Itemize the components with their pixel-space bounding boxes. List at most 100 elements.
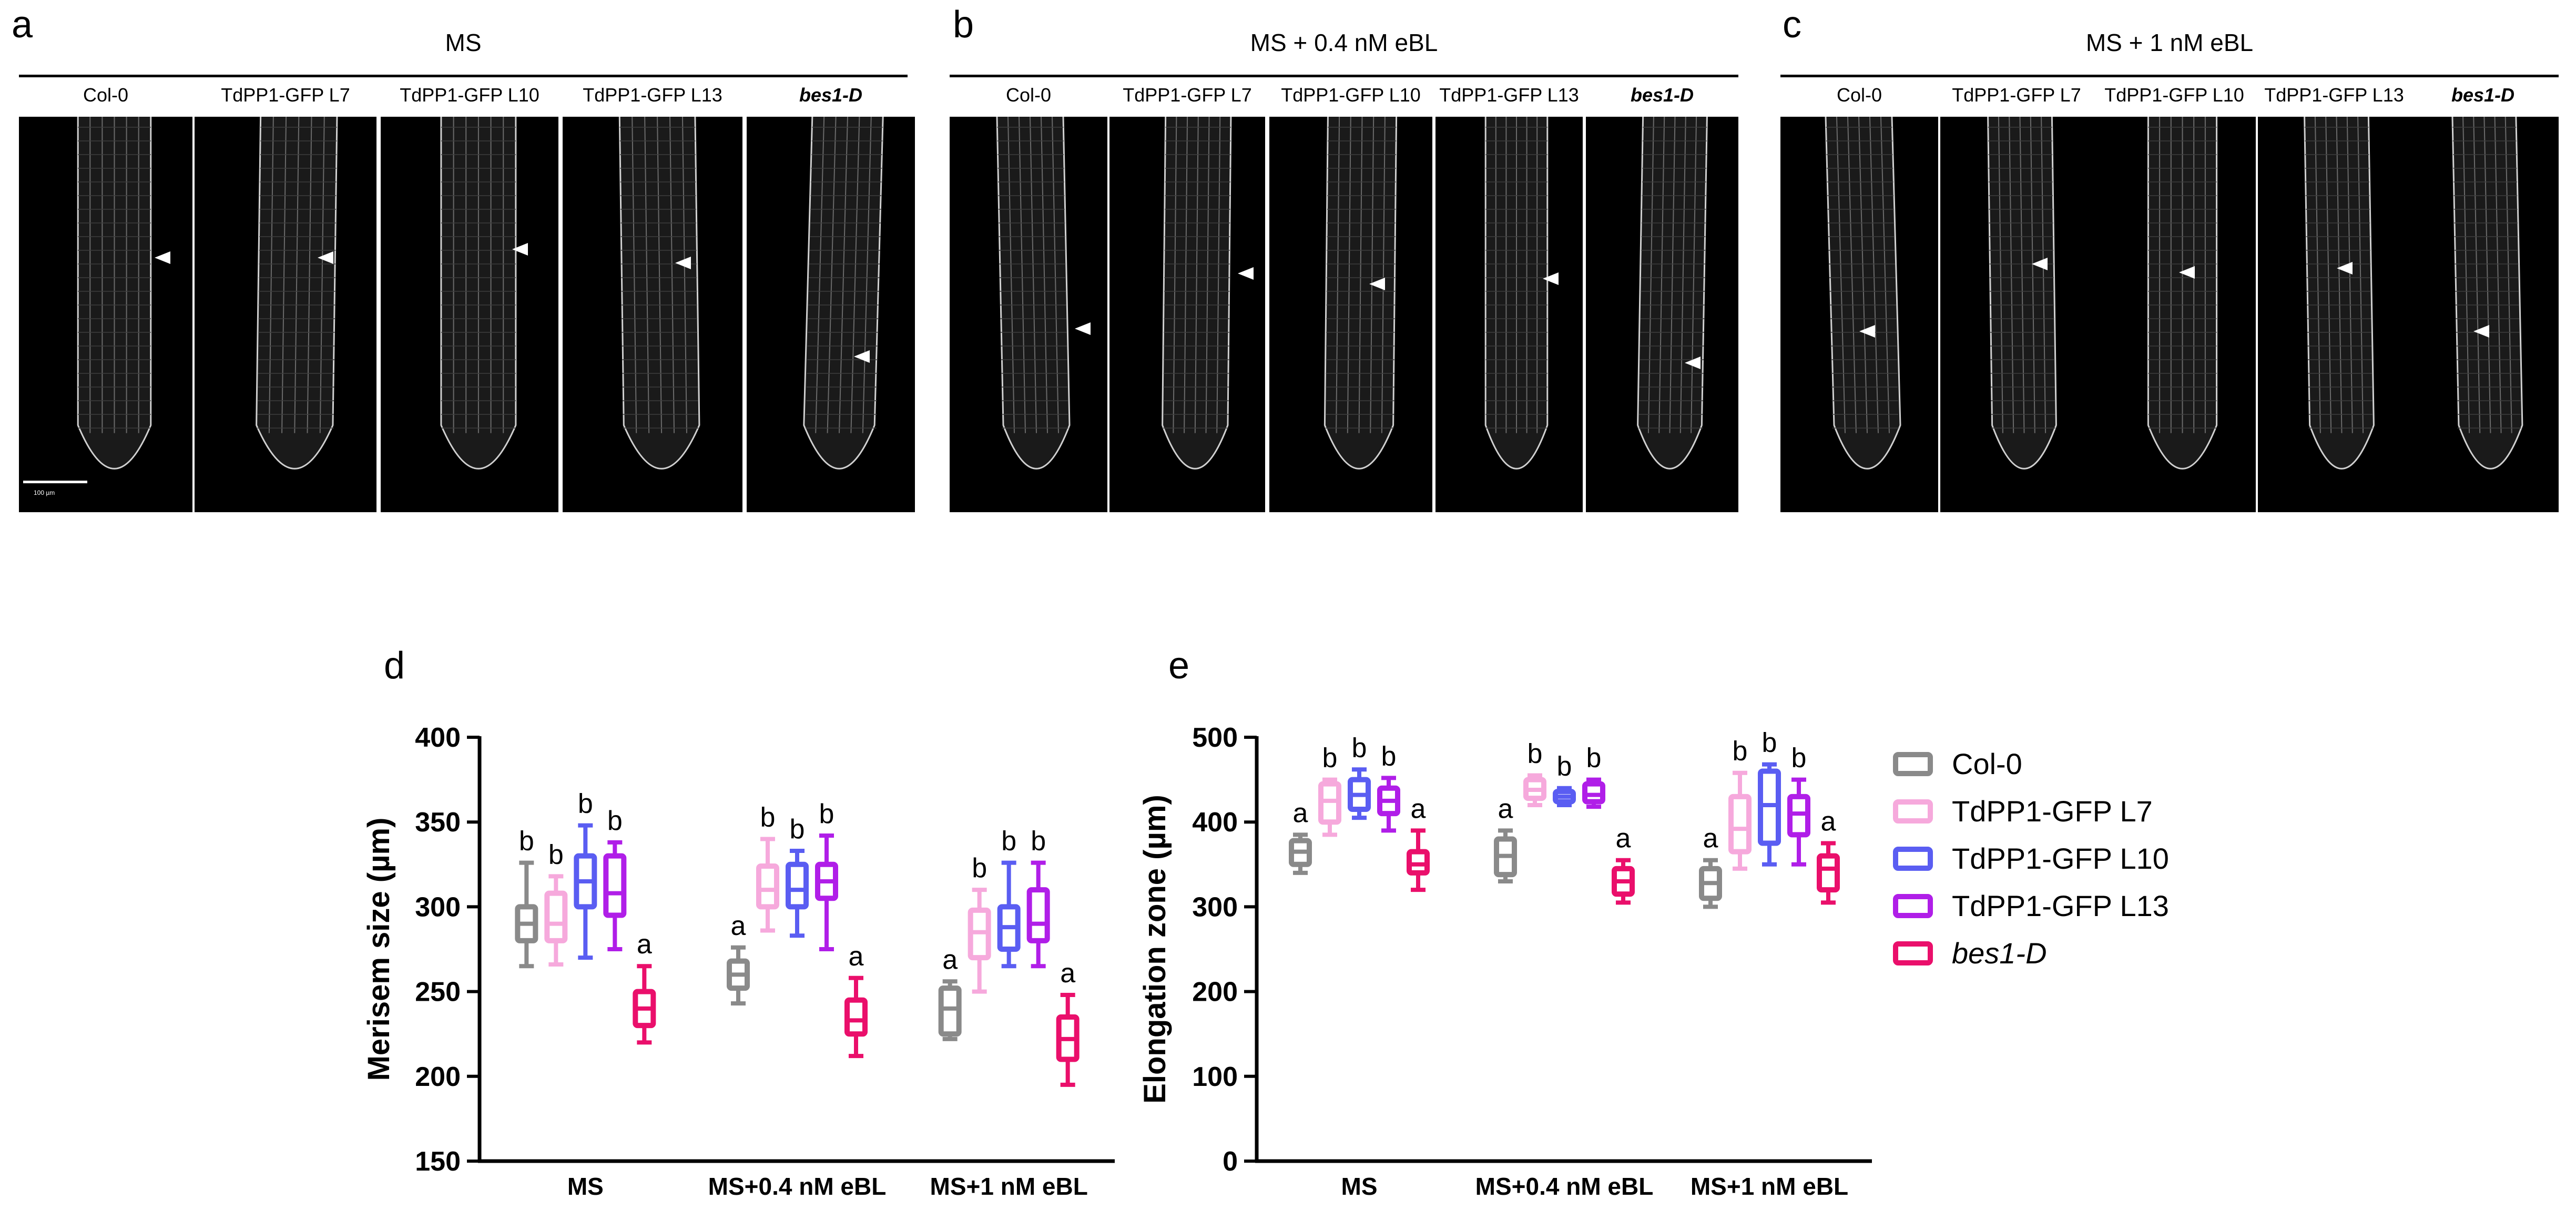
scale-bar: [23, 481, 87, 483]
cell-file-line: [1679, 117, 1686, 433]
significance-letter: a: [942, 944, 958, 975]
legend-item-l10: TdPP1-GFP L10: [1893, 841, 2169, 876]
significance-letter: b: [1791, 743, 1807, 774]
genotype-label-a-5: bes1-D: [799, 84, 863, 106]
genotype-label-b-1: Col-0: [1005, 84, 1052, 106]
cell-file-line: [2483, 117, 2491, 433]
cell-file-line: [1336, 117, 1340, 433]
box-tdpp1-gfp-l13: [1026, 887, 1050, 943]
genotype-label-c-3: TdPP1-GFP L10: [2104, 84, 2244, 106]
cell-file-line: [307, 117, 312, 433]
cell-file-line: [1052, 117, 1059, 433]
micrograph-c-3: [2093, 117, 2256, 512]
x-category-label: MS+0.4 nM eBL: [708, 1173, 887, 1200]
box-bes1-d: [844, 997, 868, 1037]
box-tdpp1-gfp-l13: [1582, 781, 1605, 805]
cell-file-line: [1173, 117, 1177, 433]
zone-arrowhead: [2179, 266, 2195, 279]
cell-file-line: [1216, 117, 1221, 433]
significance-letter: a: [1293, 798, 1308, 828]
legend-label: TdPP1-GFP L7: [1952, 795, 2153, 828]
box-tdpp1-gfp-l7: [544, 890, 568, 943]
cell-file-line: [2314, 117, 2321, 433]
y-tick-label: 150: [415, 1146, 461, 1177]
box-bes1-d: [1407, 849, 1430, 876]
legend-swatch-col0: [1893, 751, 1933, 776]
box-tdpp1-gfp-l10: [1758, 768, 1781, 846]
zone-arrowhead: [1859, 325, 1875, 338]
box-tdpp1-gfp-l13: [603, 853, 627, 918]
zone-arrowhead: [155, 251, 170, 264]
cell-file-line: [1381, 117, 1386, 433]
x-category-label: MS+1 nM eBL: [930, 1173, 1088, 1200]
cell-file-line: [1869, 117, 1879, 433]
legend-item-bes1d: bes1-D: [1893, 936, 2047, 970]
box-tdpp1-gfp-l7: [756, 863, 779, 910]
significance-letter: b: [607, 806, 623, 836]
y-tick-label: 200: [415, 1062, 461, 1092]
significance-letter: b: [578, 789, 593, 819]
significance-letter: b: [1762, 728, 1777, 758]
x-category-label: MS+0.4 nM eBL: [1475, 1173, 1654, 1200]
cell-file-line: [1358, 117, 1363, 433]
cell-file-line: [1370, 117, 1374, 433]
genotype-label-a-2: TdPP1-GFP L7: [221, 84, 350, 106]
cell-file-line: [850, 117, 860, 433]
significance-letter: a: [1060, 958, 1075, 989]
panel-b-title: MS + 0.4 nM eBL: [1250, 29, 1438, 56]
cell-file-line: [1998, 117, 2003, 433]
panel-letter-a: a: [12, 4, 33, 46]
micrograph-c-4: [2258, 117, 2410, 512]
cell-file-line: [2494, 117, 2502, 433]
micrograph-a-3: [381, 117, 558, 512]
panel-c-title: MS + 1 nM eBL: [2085, 29, 2254, 56]
legend-label: bes1-D: [1952, 937, 2047, 970]
significance-letter: a: [637, 929, 652, 960]
box-tdpp1-gfp-l13: [1787, 794, 1810, 838]
cell-file-line: [294, 117, 300, 433]
zone-arrowhead: [1075, 322, 1091, 335]
significance-letter: b: [1031, 826, 1046, 857]
cell-file-line: [644, 117, 650, 433]
legend-label: TdPP1-GFP L10: [1952, 842, 2169, 875]
x-category-label: MS: [567, 1173, 604, 1200]
cell-file-line: [2504, 117, 2512, 433]
cell-file-line: [839, 117, 848, 433]
zone-arrowhead: [2473, 325, 2489, 338]
cell-file-line: [1007, 117, 1015, 433]
y-axis-label: Merisem size (µm): [362, 818, 396, 1081]
significance-letter: b: [1381, 741, 1397, 771]
legend-label: Col-0: [1952, 747, 2022, 780]
legend-item-l7: TdPP1-GFP L7: [1893, 794, 2153, 828]
cell-file-line: [1347, 117, 1351, 433]
genotype-label-b-2: TdPP1-GFP L7: [1123, 84, 1252, 106]
legend-item-col0: Col-0: [1893, 747, 2022, 781]
cell-file-line: [1880, 117, 1890, 433]
significance-letter: b: [1322, 743, 1338, 774]
panel-a-rule: [19, 75, 908, 77]
zone-arrowhead: [318, 251, 333, 264]
y-tick-label: 100: [1192, 1062, 1238, 1092]
legend-swatch-l13: [1893, 893, 1933, 918]
significance-letter: a: [1703, 824, 1718, 854]
genotype-label-b-4: TdPP1-GFP L13: [1439, 84, 1579, 106]
zone-arrowhead: [2032, 258, 2048, 270]
micrograph-c-1: [1780, 117, 1938, 512]
y-tick-label: 200: [1192, 977, 1238, 1008]
micrograph-b-1: [950, 117, 1107, 512]
zone-arrowhead: [854, 350, 870, 363]
significance-letter: b: [972, 853, 987, 883]
significance-letter: b: [1001, 826, 1016, 857]
genotype-label-a-4: TdPP1-GFP L13: [583, 84, 722, 106]
significance-letter: b: [1557, 751, 1572, 782]
cell-file-line: [815, 117, 825, 433]
cell-file-line: [2019, 117, 2025, 433]
cell-file-line: [1030, 117, 1037, 433]
micrograph-a-2: [195, 117, 376, 512]
cell-file-line: [632, 117, 637, 433]
legend-swatch-l7: [1893, 799, 1933, 824]
legend-swatch-bes1d: [1893, 941, 1933, 965]
cell-file-line: [1647, 117, 1654, 433]
cell-file-line: [669, 117, 675, 433]
